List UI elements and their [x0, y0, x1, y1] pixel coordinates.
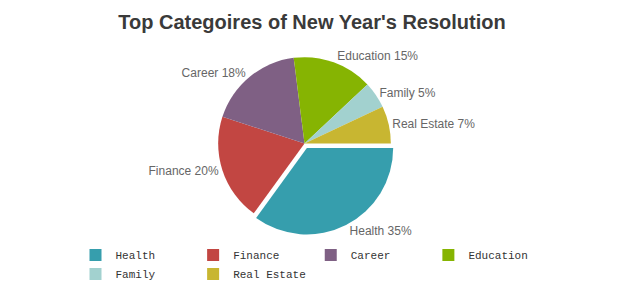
svg-text:Family 5%: Family 5%	[379, 86, 435, 100]
svg-text:Family: Family	[116, 269, 156, 281]
svg-text:Top Categoires of New Year's R: Top Categoires of New Year's Resolution	[118, 11, 505, 33]
svg-text:Education 15%: Education 15%	[337, 49, 418, 63]
svg-text:Career: Career	[351, 250, 391, 262]
svg-text:Real Estate 7%: Real Estate 7%	[392, 117, 475, 131]
svg-text:Real Estate: Real Estate	[233, 269, 306, 281]
svg-text:Education: Education	[468, 250, 527, 262]
svg-text:Finance: Finance	[233, 250, 279, 262]
svg-text:Health: Health	[116, 250, 156, 262]
svg-text:Finance 20%: Finance 20%	[149, 164, 219, 178]
svg-text:Career 18%: Career 18%	[182, 66, 246, 80]
svg-text:Health 35%: Health 35%	[350, 224, 412, 238]
